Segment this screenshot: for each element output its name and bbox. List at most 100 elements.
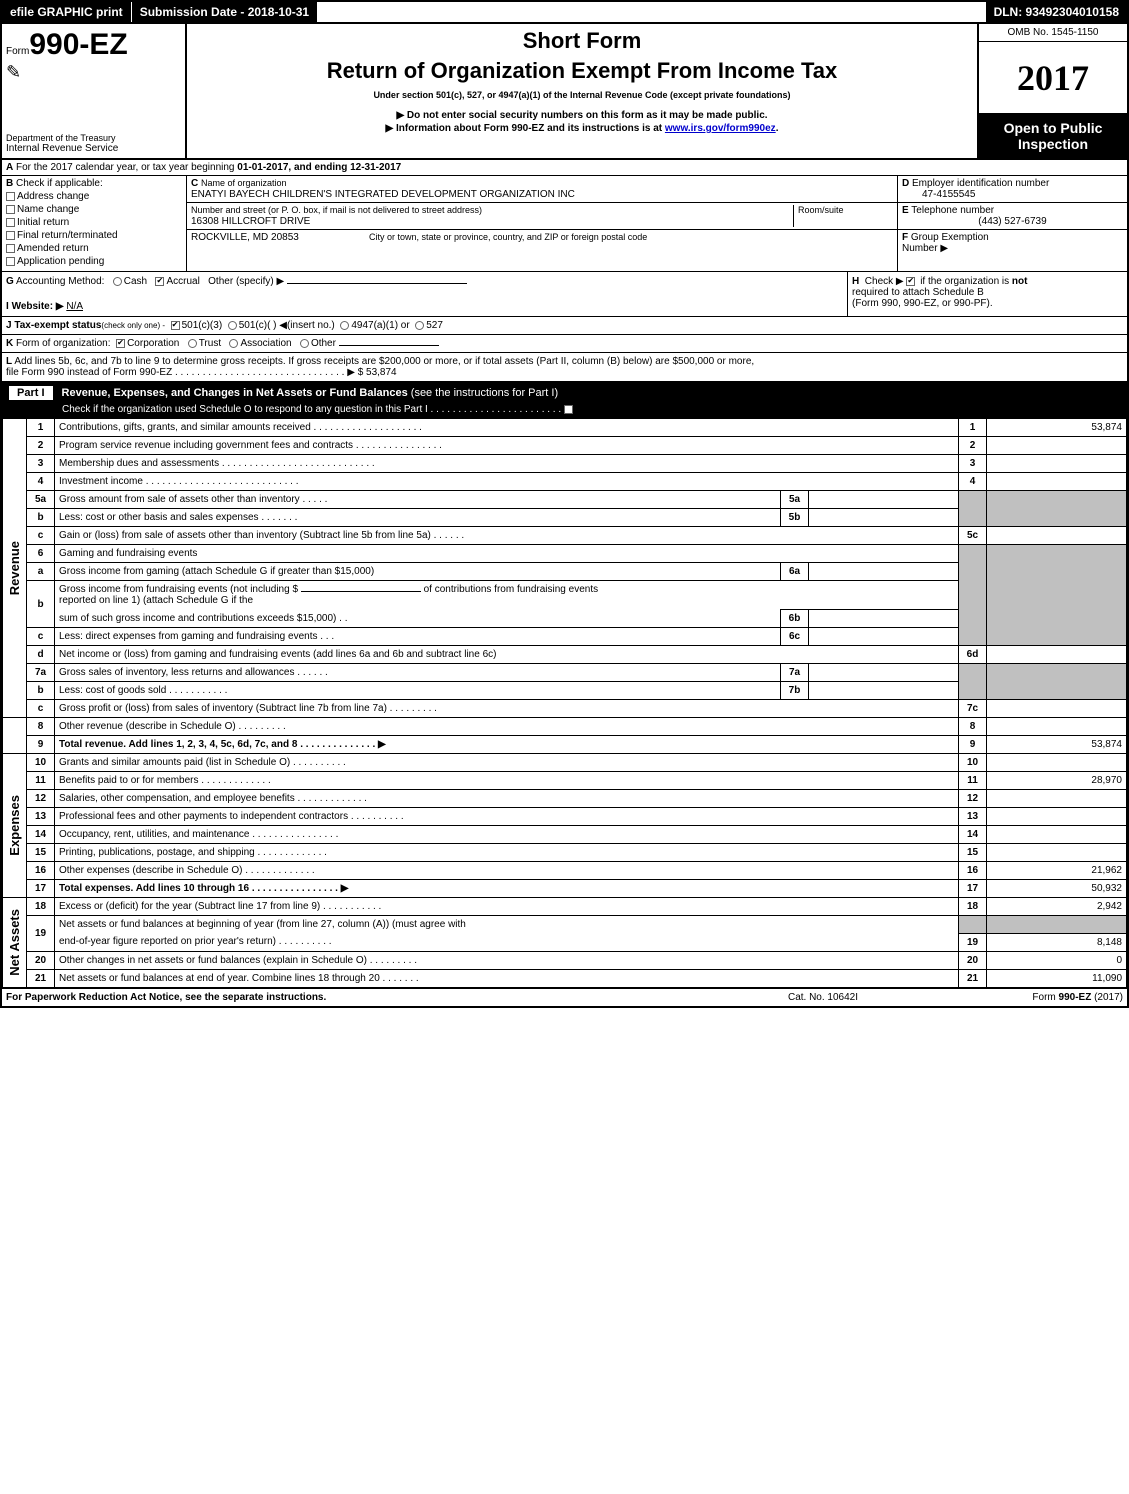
line-12-amt	[987, 790, 1127, 808]
label-l: L	[6, 356, 12, 367]
line-6c-no: c	[27, 628, 55, 646]
chk-label-name: Name change	[17, 204, 79, 215]
cash-label: Cash	[124, 276, 147, 287]
line-18-no: 18	[27, 898, 55, 916]
line-17-bold: Total expenses. Add lines 10 through 16 …	[59, 883, 348, 894]
line-11-no: 11	[27, 772, 55, 790]
dln-box: DLN: 93492304010158	[986, 2, 1127, 22]
other-org-input[interactable]	[339, 345, 439, 346]
label-b: B	[6, 178, 13, 189]
schedule-o-checkbox[interactable]	[564, 405, 573, 414]
chk-501c[interactable]	[228, 321, 237, 330]
chk-association[interactable]	[229, 339, 238, 348]
topbar-spacer	[318, 2, 985, 22]
expenses-side-label: Expenses	[3, 754, 27, 898]
line-9-no: 9	[27, 736, 55, 754]
chk-4947[interactable]	[340, 321, 349, 330]
chk-application-pending[interactable]: Application pending	[6, 256, 182, 267]
line-5c-no: c	[27, 527, 55, 545]
line-6c-val	[809, 628, 959, 646]
line-5a-desc: Gross amount from sale of assets other t…	[55, 491, 781, 509]
other-label: Other	[311, 338, 336, 349]
form990ez-link[interactable]: www.irs.gov/form990ez	[665, 123, 776, 134]
line-5b-val	[809, 509, 959, 527]
header-right: OMB No. 1545-1150 2017 Open to Public In…	[977, 24, 1127, 158]
label-c: C	[191, 178, 198, 189]
section-j: J Tax-exempt status(check only one) - 50…	[2, 317, 1127, 335]
line-5b-desc: Less: cost or other basis and sales expe…	[55, 509, 781, 527]
part-i-sub: Check if the organization used Schedule …	[62, 404, 561, 415]
chk-final-return[interactable]: Final return/terminated	[6, 230, 182, 241]
line-3-amt	[987, 455, 1127, 473]
other-specify-input[interactable]	[287, 283, 467, 284]
chk-501c3[interactable]	[171, 321, 180, 330]
line-1-amt: 53,874	[987, 419, 1127, 437]
line-16-no: 16	[27, 862, 55, 880]
chk-527[interactable]	[415, 321, 424, 330]
phone-value: (443) 527-6739	[902, 216, 1123, 227]
topbar: efile GRAPHIC print Submission Date - 20…	[2, 2, 1127, 24]
chk-other[interactable]	[300, 339, 309, 348]
line-10-desc: Grants and similar amounts paid (list in…	[55, 754, 959, 772]
h-text2: if the organization is	[920, 276, 1009, 287]
part-i-title: Revenue, Expenses, and Changes in Net As…	[62, 387, 408, 399]
section-a: A For the 2017 calendar year, or tax yea…	[2, 160, 1127, 176]
street-label: Number and street (or P. O. box, if mail…	[191, 205, 482, 215]
l-text2: file Form 990 instead of Form 990-EZ . .…	[6, 367, 355, 378]
label-g: G	[6, 276, 14, 287]
line-3-no: 3	[27, 455, 55, 473]
h-text4: (Form 990, 990-EZ, or 990-PF).	[852, 298, 993, 309]
chk-name-change[interactable]: Name change	[6, 204, 182, 215]
chk-corporation[interactable]	[116, 339, 125, 348]
open-line1: Open to Public	[983, 120, 1123, 136]
h-checkbox[interactable]	[906, 277, 915, 286]
shade-6	[959, 545, 987, 646]
form-of-org-label: Form of organization:	[16, 338, 111, 349]
association-label: Association	[240, 338, 291, 349]
line-9-amt: 53,874	[987, 736, 1127, 754]
label-h: H	[852, 276, 859, 287]
block-b-thru-f: B Check if applicable: Address change Na…	[2, 176, 1127, 272]
line-13-desc: Professional fees and other payments to …	[55, 808, 959, 826]
line-8-num: 8	[959, 718, 987, 736]
section-l: L Add lines 5b, 6c, and 7b to line 9 to …	[2, 353, 1127, 382]
shade-19	[959, 916, 987, 934]
radio-cash[interactable]	[113, 277, 122, 286]
line-7a-desc: Gross sales of inventory, less returns a…	[55, 664, 781, 682]
label-i: I	[6, 301, 9, 312]
h-text3: required to attach Schedule B	[852, 287, 984, 298]
shade-5-amt	[987, 491, 1127, 527]
4947-label: 4947(a)(1) or	[351, 320, 409, 331]
chk-address-change[interactable]: Address change	[6, 191, 182, 202]
line-11-desc: Benefits paid to or for members . . . . …	[55, 772, 959, 790]
line-6c-sub: 6c	[781, 628, 809, 646]
line-7c-amt	[987, 700, 1127, 718]
shade-5	[959, 491, 987, 527]
group-exemption-number: Number ▶	[902, 243, 948, 254]
501c-label: 501(c)( ) ◀(insert no.)	[239, 320, 335, 331]
section-g-i: G Accounting Method: Cash Accrual Other …	[2, 272, 847, 316]
line-7c-no: c	[27, 700, 55, 718]
row-g-h: G Accounting Method: Cash Accrual Other …	[2, 272, 1127, 317]
line-2-amt	[987, 437, 1127, 455]
part-i-table: Revenue 1 Contributions, gifts, grants, …	[2, 418, 1127, 988]
line-6b-no: b	[27, 581, 55, 628]
line-6d-desc: Net income or (loss) from gaming and fun…	[55, 646, 959, 664]
line-6-desc: Gaming and fundraising events	[55, 545, 959, 563]
line-17-desc: Total expenses. Add lines 10 through 16 …	[55, 880, 959, 898]
radio-accrual[interactable]	[155, 277, 164, 286]
line-17-amt: 50,932	[987, 880, 1127, 898]
line-20-desc: Other changes in net assets or fund bala…	[55, 951, 959, 969]
line-15-num: 15	[959, 844, 987, 862]
part-i-paren: (see the instructions for Part I)	[411, 387, 558, 399]
chk-trust[interactable]	[188, 339, 197, 348]
other-specify-label: Other (specify) ▶	[208, 276, 284, 287]
chk-amended-return[interactable]: Amended return	[6, 243, 182, 254]
h-not: not	[1012, 276, 1028, 287]
line-14-desc: Occupancy, rent, utilities, and maintena…	[55, 826, 959, 844]
l-text1: Add lines 5b, 6c, and 7b to line 9 to de…	[14, 356, 754, 367]
line-6b-blank[interactable]	[301, 591, 421, 592]
tax-year: 2017	[979, 42, 1127, 114]
chk-initial-return[interactable]: Initial return	[6, 217, 182, 228]
shade-7	[959, 664, 987, 700]
